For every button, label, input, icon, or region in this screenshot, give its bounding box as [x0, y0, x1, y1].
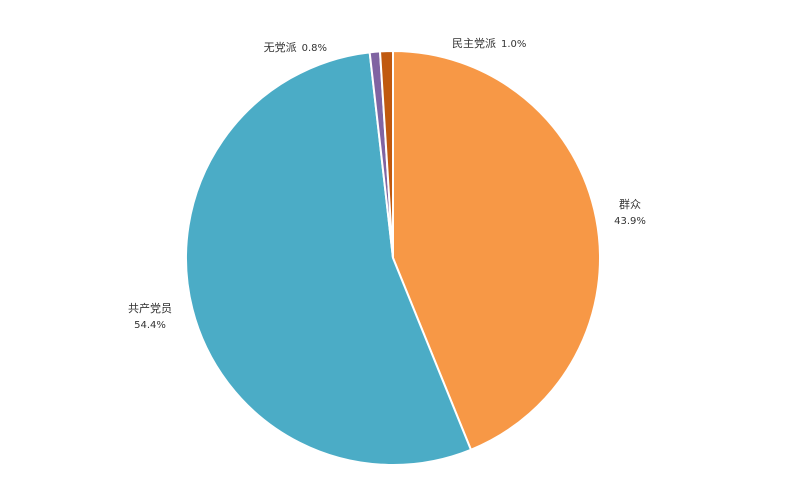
slice-label: 共产党员 54.4%: [128, 301, 172, 331]
slice-percent: 1.0%: [501, 39, 526, 50]
slice-name: 群众: [619, 197, 641, 211]
pie-slice-1: [392, 49, 601, 452]
slice-name: 民主党派: [452, 37, 496, 50]
pie-slice-4: [378, 49, 394, 259]
slice-name: 无党派: [264, 41, 297, 54]
slice-percent: 0.8%: [302, 43, 327, 54]
slice-label: 群众 43.9%: [614, 197, 646, 227]
slice-label: 无党派 0.8%: [264, 41, 327, 54]
pie-slice-2: [185, 51, 473, 466]
slice-name: 共产党员: [128, 301, 172, 315]
slice-percent: 43.9%: [614, 216, 646, 227]
slice-percent: 54.4%: [134, 320, 166, 331]
slice-label: 民主党派 1.0%: [452, 37, 526, 50]
